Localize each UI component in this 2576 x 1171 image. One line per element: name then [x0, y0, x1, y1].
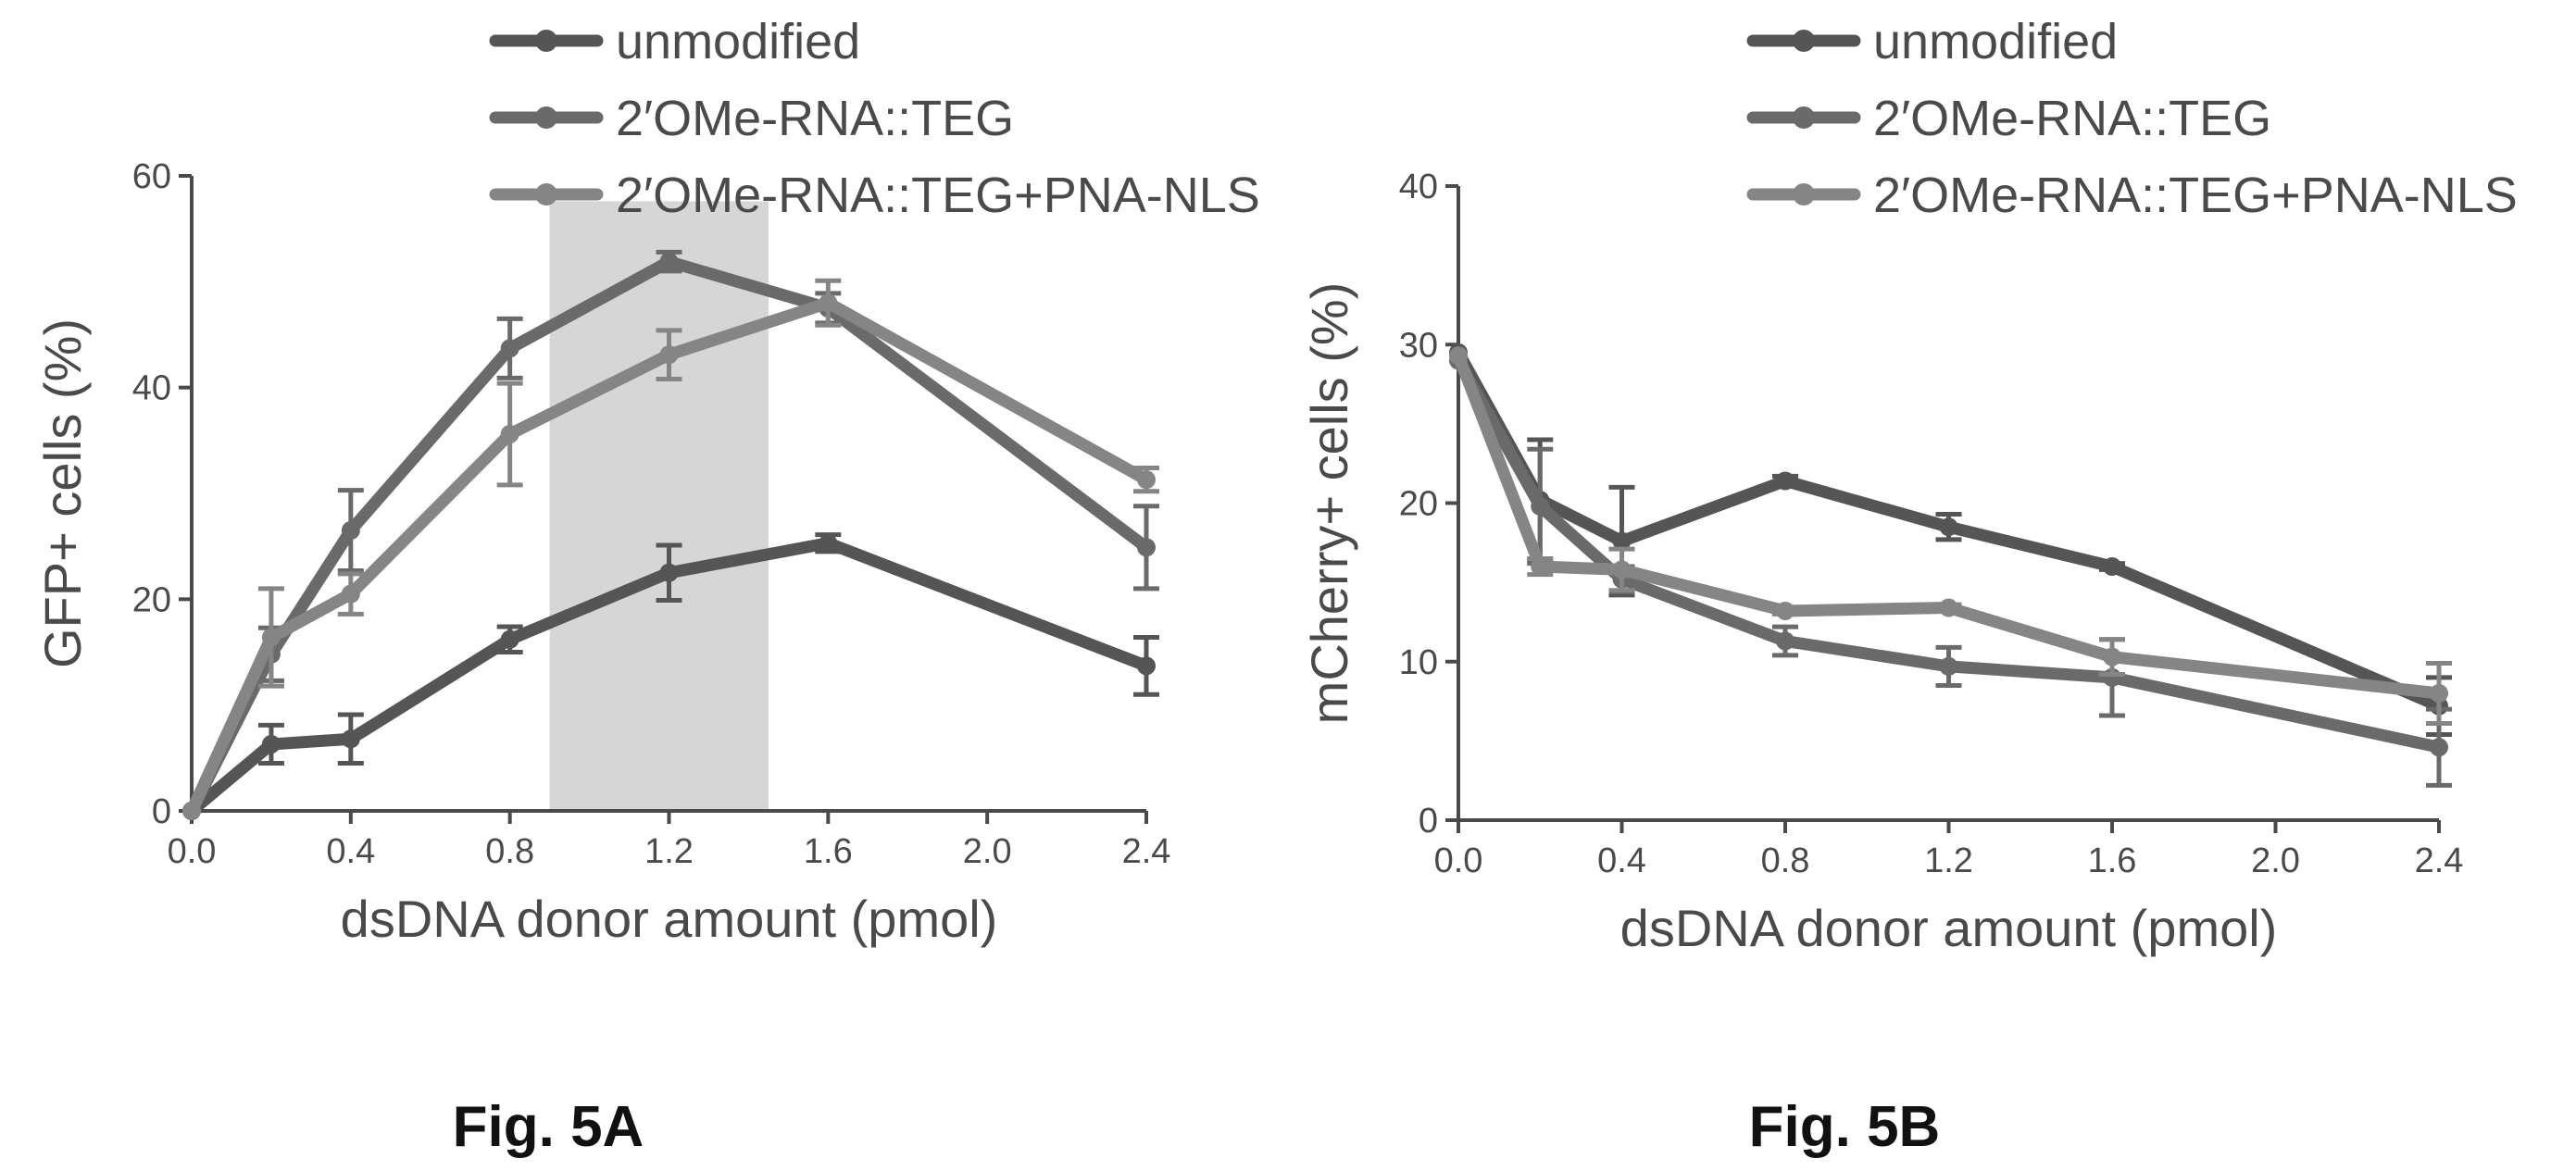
y-tick-label: 30	[1399, 326, 1438, 365]
series-line-1	[1452, 354, 2445, 754]
data-point	[2103, 557, 2121, 576]
data-point	[1612, 531, 1632, 551]
x-tick-label: 0.4	[1597, 841, 1646, 880]
x-tick-label: 2.0	[963, 832, 1012, 871]
y-tick-label: 60	[132, 157, 171, 196]
figure-caption: Fig. 5B	[1749, 1095, 1941, 1159]
legend-marker	[535, 30, 557, 52]
data-point	[819, 533, 838, 553]
data-point	[1939, 598, 1958, 617]
data-point	[500, 424, 519, 443]
legend-label: 2′OMe-RNA::TEG	[616, 91, 1014, 146]
data-point	[1776, 631, 1794, 651]
data-point	[500, 339, 519, 358]
data-point	[1449, 346, 1468, 366]
legend-marker	[535, 183, 557, 206]
chart-panel-5b: 0.0 0.4 0.8 1.2 1.6 2.0 2.4 0 10 20 30 40 dsDNA dono…	[1300, 14, 2518, 1159]
x-tick-label: 2.0	[2251, 841, 2300, 880]
x-tick-label: 0.4	[326, 832, 375, 871]
data-point	[1939, 517, 1958, 537]
y-tick-label: 40	[132, 369, 171, 408]
y-tick-label: 10	[1399, 643, 1438, 682]
data-point	[1137, 470, 1156, 490]
data-point	[341, 729, 360, 749]
data-point	[261, 734, 281, 754]
chart-panel-5a: 0.0 0.4 0.8 1.2 1.6 2.0 2.4 0 20 40 60 dsDNA donor …	[33, 14, 1260, 1159]
legend-marker	[1793, 106, 1815, 129]
legend-label: 2′OMe-RNA::TEG+PNA-NLS	[1873, 168, 2518, 223]
legend-label: unmodified	[616, 14, 860, 69]
y-tick-label: 20	[1399, 485, 1438, 524]
data-point	[182, 802, 201, 820]
x-tick-label: 1.6	[2088, 841, 2137, 880]
data-point	[1137, 538, 1156, 557]
data-point	[2430, 738, 2448, 757]
data-point	[500, 629, 519, 649]
data-point	[261, 628, 281, 647]
data-point	[341, 584, 360, 604]
x-tick-label: 0.8	[1761, 841, 1810, 880]
x-tick-label: 2.4	[2415, 841, 2464, 880]
y-tick-label: 20	[132, 580, 171, 619]
figure-caption: Fig. 5A	[453, 1095, 644, 1159]
data-point	[1776, 601, 1794, 620]
x-tick-label: 0.8	[485, 832, 534, 871]
data-point	[659, 563, 679, 582]
x-tick-label: 0.0	[168, 832, 217, 871]
x-tick-label: 0.0	[1434, 841, 1483, 880]
legend-label: 2′OMe-RNA::TEG	[1873, 91, 2271, 146]
legend-label: unmodified	[1873, 14, 2118, 69]
legend-marker	[1793, 183, 1815, 206]
y-tick-label: 40	[1399, 168, 1438, 206]
x-axis-label: dsDNA donor amount (pmol)	[1620, 899, 2278, 957]
x-tick-label: 2.4	[1122, 832, 1171, 871]
x-axis-label: dsDNA donor amount (pmol)	[341, 890, 998, 948]
legend-marker	[1793, 30, 1815, 52]
data-point	[1531, 557, 1550, 576]
data-point	[1137, 656, 1156, 676]
y-axis-label: mCherry+ cells (%)	[1300, 282, 1358, 725]
data-point	[2103, 647, 2121, 666]
data-point	[2430, 684, 2448, 703]
data-point	[819, 293, 838, 313]
data-point	[659, 252, 679, 271]
data-point	[1939, 656, 1958, 676]
y-axis-label: GFP+ cells (%)	[33, 318, 92, 668]
x-tick-label: 1.2	[644, 832, 694, 871]
x-tick-label: 1.6	[804, 832, 853, 871]
data-point	[1531, 496, 1550, 516]
legend-label: 2′OMe-RNA::TEG+PNA-NLS	[616, 168, 1260, 223]
data-point	[1776, 471, 1794, 491]
y-tick-label: 0	[152, 792, 171, 831]
data-point	[341, 521, 360, 541]
legend-marker	[535, 106, 557, 129]
y-tick-label: 0	[1419, 802, 1438, 841]
data-point	[1612, 560, 1632, 579]
data-point	[659, 345, 679, 365]
shaded-region	[549, 201, 769, 811]
x-tick-label: 1.2	[1924, 841, 1973, 880]
